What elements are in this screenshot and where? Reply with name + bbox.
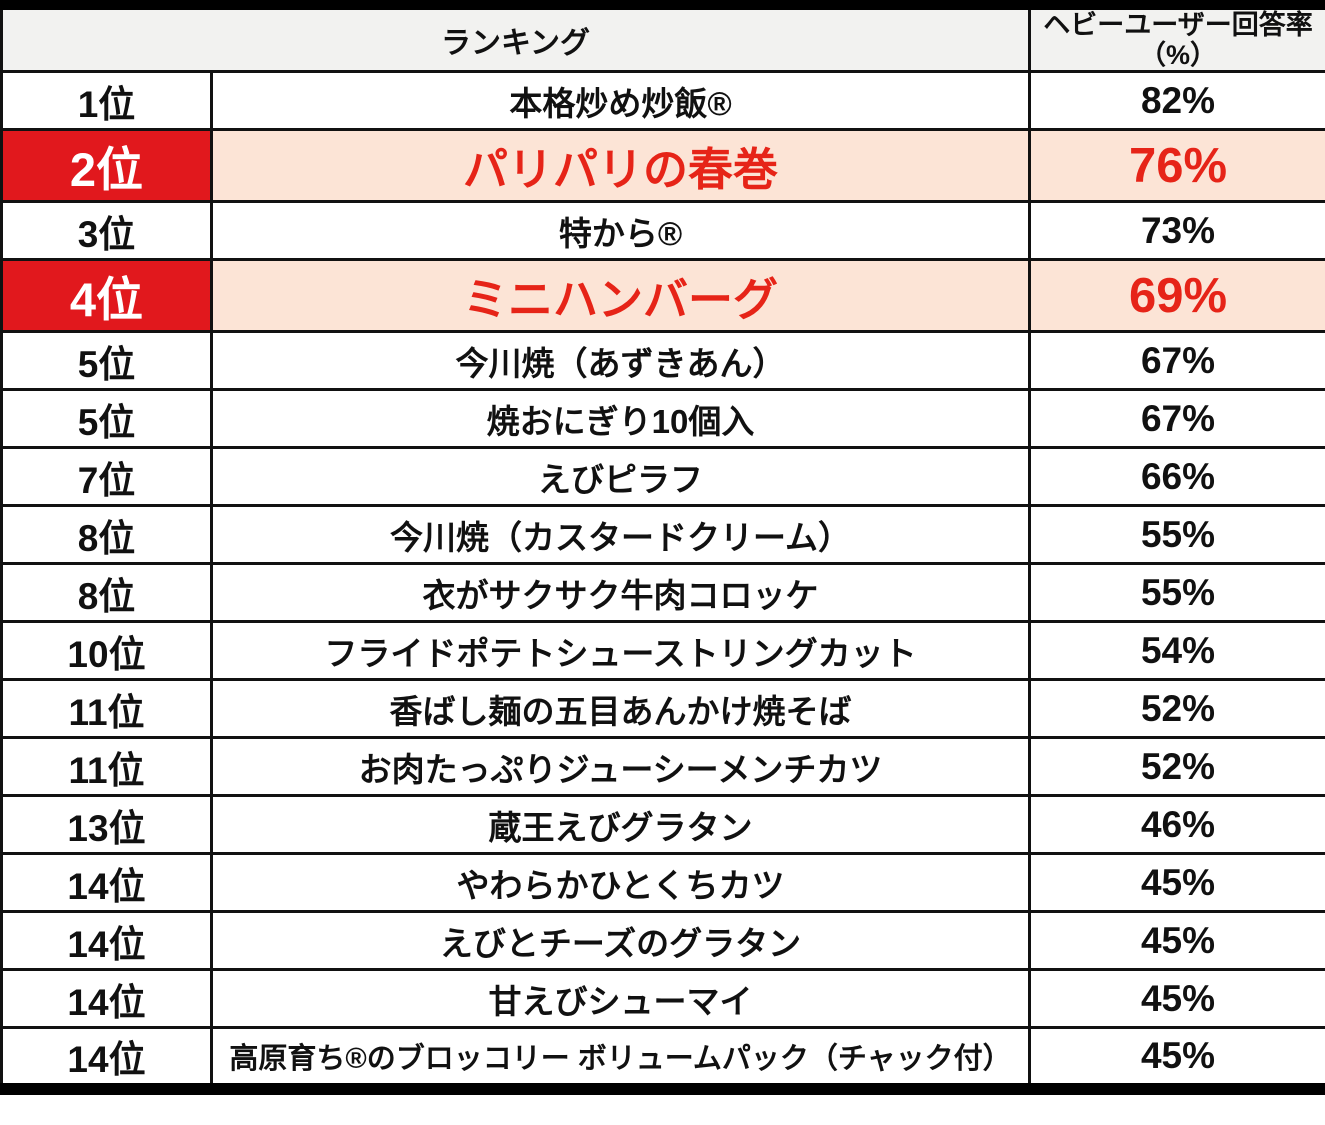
product-cell: 本格炒め炒飯® [209,70,1032,132]
rank-cell: 3位 [0,200,213,262]
product-cell: 高原育ち®のブロッコリー ボリュームパック（チャック付） [209,1026,1032,1091]
table-row-5: 5位 今川焼（あずきあん） 67% [0,330,1325,392]
table-row-1: 1位 本格炒め炒飯® 82% [0,70,1325,132]
rank-cell: 11位 [0,678,213,740]
table-row-11: 11位 香ばし麺の五目あんかけ焼そば 52% [0,678,1325,740]
rate-cell: 76% [1028,128,1325,204]
rate-cell: 66% [1028,446,1325,508]
product-cell: 甘えびシューマイ [209,968,1032,1030]
table-header: ランキング ヘビーユーザー回答率 （%） [0,3,1325,74]
table-row-15: 14位 えびとチーズのグラタン 45% [0,910,1325,972]
product-cell: フライドポテトシューストリングカット [209,620,1032,682]
column-header-rate: ヘビーユーザー回答率 （%） [1028,3,1325,74]
rate-cell: 45% [1028,968,1325,1030]
column-header-ranking: ランキング [0,3,1032,74]
header-row: ランキング ヘビーユーザー回答率 （%） [0,3,1325,74]
rate-cell: 52% [1028,678,1325,740]
rank-cell: 14位 [0,910,213,972]
table-row-6: 5位 焼おにぎり10個入 67% [0,388,1325,450]
rank-cell: 14位 [0,1026,213,1091]
rate-cell: 54% [1028,620,1325,682]
column-header-rate-line2: （%） [1139,40,1218,71]
rate-cell: 73% [1028,200,1325,262]
product-cell: ミニハンバーグ [209,258,1032,334]
product-cell: やわらかひとくちカツ [209,852,1032,914]
product-cell: えびとチーズのグラタン [209,910,1032,972]
rate-cell: 67% [1028,330,1325,392]
rank-cell: 8位 [0,562,213,624]
table-row-4-highlighted: 4位 ミニハンバーグ 69% [0,258,1325,334]
rank-cell: 2位 [0,128,213,204]
table-row-12: 11位 お肉たっぷりジューシーメンチカツ 52% [0,736,1325,798]
table-row-9: 8位 衣がサクサク牛肉コロッケ 55% [0,562,1325,624]
product-cell: パリパリの春巻 [209,128,1032,204]
product-cell: 蔵王えびグラタン [209,794,1032,856]
rate-cell: 67% [1028,388,1325,450]
column-header-rate-line1: ヘビーユーザー回答率 [1043,10,1313,40]
rank-cell: 4位 [0,258,213,334]
product-cell: 特から® [209,200,1032,262]
product-cell: 今川焼（カスタードクリーム） [209,504,1032,566]
table-row-17: 14位 高原育ち®のブロッコリー ボリュームパック（チャック付） 45% [0,1026,1325,1091]
rate-cell: 52% [1028,736,1325,798]
table-row-7: 7位 えびピラフ 66% [0,446,1325,508]
rate-cell: 69% [1028,258,1325,334]
rate-cell: 45% [1028,910,1325,972]
table-row-16: 14位 甘えびシューマイ 45% [0,968,1325,1030]
table-row-13: 13位 蔵王えびグラタン 46% [0,794,1325,856]
rank-cell: 11位 [0,736,213,798]
table-row-2-highlighted: 2位 パリパリの春巻 76% [0,128,1325,204]
rate-cell: 46% [1028,794,1325,856]
rank-cell: 14位 [0,968,213,1030]
rank-cell: 7位 [0,446,213,508]
product-cell: えびピラフ [209,446,1032,508]
table-row-10: 10位 フライドポテトシューストリングカット 54% [0,620,1325,682]
table-row-3: 3位 特から® 73% [0,200,1325,262]
rank-cell: 14位 [0,852,213,914]
rate-cell: 55% [1028,562,1325,624]
rank-cell: 5位 [0,330,213,392]
table-row-8: 8位 今川焼（カスタードクリーム） 55% [0,504,1325,566]
product-cell: 衣がサクサク牛肉コロッケ [209,562,1032,624]
rate-cell: 45% [1028,1026,1325,1091]
rate-cell: 45% [1028,852,1325,914]
rank-cell: 5位 [0,388,213,450]
rate-cell: 82% [1028,70,1325,132]
product-cell: お肉たっぷりジューシーメンチカツ [209,736,1032,798]
product-cell: 今川焼（あずきあん） [209,330,1032,392]
product-cell: 焼おにぎり10個入 [209,388,1032,450]
rank-cell: 10位 [0,620,213,682]
rank-cell: 13位 [0,794,213,856]
rank-cell: 1位 [0,70,213,132]
table-row-14: 14位 やわらかひとくちカツ 45% [0,852,1325,914]
rate-cell: 55% [1028,504,1325,566]
ranking-table: ランキング ヘビーユーザー回答率 （%） 1位 本格炒め炒飯® 82% 2位 パ… [0,0,1325,1096]
table-body: 1位 本格炒め炒飯® 82% 2位 パリパリの春巻 76% 3位 特から® 73… [0,70,1325,1091]
product-cell: 香ばし麺の五目あんかけ焼そば [209,678,1032,740]
rank-cell: 8位 [0,504,213,566]
